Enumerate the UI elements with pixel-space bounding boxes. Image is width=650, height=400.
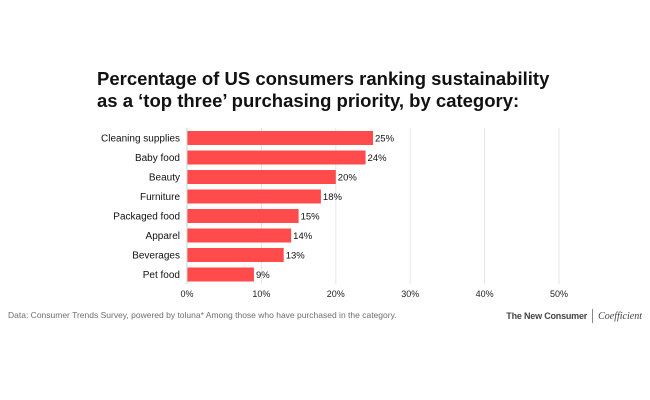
value-label: 24% bbox=[368, 153, 388, 164]
brand-logos: The New Consumer Coefficient bbox=[506, 309, 642, 323]
chart-title: Percentage of US consumers ranking susta… bbox=[97, 68, 550, 111]
brand-secondary: Coefficient bbox=[598, 310, 642, 322]
category-label: Packaged food bbox=[113, 212, 180, 223]
bar bbox=[187, 189, 321, 204]
x-tick-label: 10% bbox=[252, 289, 270, 299]
category-label: Baby food bbox=[135, 153, 180, 164]
value-label: 20% bbox=[338, 173, 358, 184]
bar bbox=[187, 267, 254, 282]
value-label: 14% bbox=[293, 231, 313, 242]
x-tick-label: 0% bbox=[180, 289, 193, 299]
value-label: 9% bbox=[256, 270, 270, 281]
x-tick-label: 40% bbox=[476, 289, 494, 299]
value-label: 15% bbox=[301, 212, 321, 223]
value-label: 13% bbox=[286, 251, 306, 262]
brand-primary: The New Consumer bbox=[506, 311, 588, 321]
bar bbox=[187, 228, 292, 243]
category-label: Apparel bbox=[146, 231, 180, 242]
value-label: 25% bbox=[375, 134, 395, 145]
value-label: 18% bbox=[323, 192, 343, 203]
brand-divider bbox=[592, 309, 594, 323]
category-label: Pet food bbox=[143, 270, 180, 281]
category-label: Beauty bbox=[149, 173, 180, 184]
source-note: Data: Consumer Trends Survey, powered by… bbox=[8, 310, 397, 320]
bar bbox=[187, 209, 299, 223]
bar bbox=[187, 150, 366, 165]
bar bbox=[187, 248, 284, 262]
x-tick-label: 50% bbox=[550, 289, 568, 299]
bar bbox=[187, 170, 336, 184]
category-label: Furniture bbox=[140, 192, 180, 203]
x-tick-label: 30% bbox=[401, 289, 419, 299]
category-label: Cleaning supplies bbox=[101, 134, 180, 145]
category-label: Beverages bbox=[132, 251, 180, 262]
x-tick-label: 20% bbox=[327, 289, 345, 299]
bar bbox=[187, 131, 373, 145]
